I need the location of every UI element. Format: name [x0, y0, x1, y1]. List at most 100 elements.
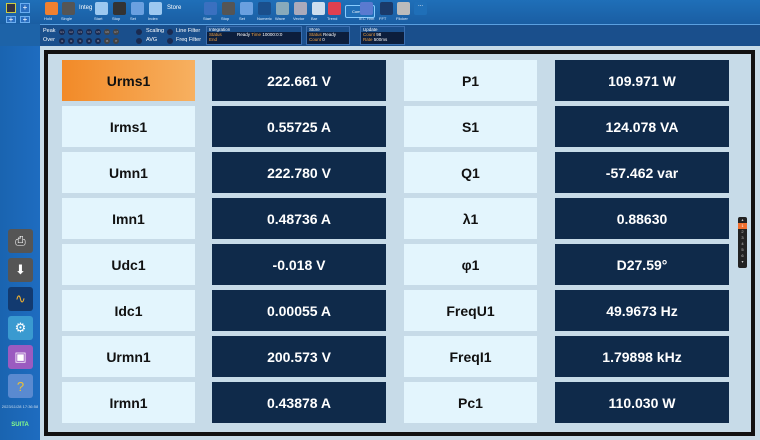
measurement-label[interactable]: Irmn1: [62, 382, 195, 423]
toolbar-button-label: Hold: [44, 16, 53, 21]
page-item[interactable]: 4: [741, 241, 744, 246]
store-status: Ready: [323, 32, 337, 37]
measurement-label[interactable]: Irms1: [62, 106, 195, 147]
single-button[interactable]: [62, 2, 75, 15]
measurement-label[interactable]: Idc1: [62, 290, 195, 331]
gear-icon[interactable]: ⚙: [8, 316, 33, 340]
channel-indicator: U2: [68, 29, 74, 35]
avg-indicator[interactable]: [136, 38, 142, 44]
--button[interactable]: ...: [414, 2, 427, 15]
peak-label: Peak: [43, 28, 56, 34]
measurement-panel: Urms1 222.661 V P1 109.971 W Irms1 0.55725 A S…: [44, 50, 755, 436]
measurement-label[interactable]: Udc1: [62, 244, 195, 285]
datetime: 2023/11/28 17:36:58: [1, 404, 39, 409]
freq-filter-label[interactable]: Freq Filter: [176, 37, 202, 43]
line-filter-label[interactable]: Line Filter: [176, 28, 201, 34]
measurement-value: 49.9673 Hz: [555, 290, 729, 331]
measurement-label[interactable]: Urms1: [62, 60, 195, 101]
page-item[interactable]: 5: [741, 247, 744, 252]
add-icon[interactable]: +: [6, 16, 16, 24]
label: Time: [251, 32, 262, 37]
measurement-value: 124.078 VA: [555, 106, 729, 147]
hold-button[interactable]: [45, 2, 58, 15]
label: Status: [309, 32, 322, 37]
measurement-label[interactable]: P1: [404, 60, 537, 101]
iec-hrm-button[interactable]: [360, 2, 373, 15]
screenshot-icon[interactable]: ▣: [8, 345, 33, 369]
update-rate: 500ms: [373, 37, 388, 42]
start-button[interactable]: [95, 2, 108, 15]
measurement-label[interactable]: Umn1: [62, 152, 195, 193]
trend-button[interactable]: [328, 2, 341, 15]
measurement-value: 1.79898 kHz: [555, 336, 729, 377]
measurement-label[interactable]: FreqU1: [404, 290, 537, 331]
measurement-label[interactable]: Urmn1: [62, 336, 195, 377]
toolbar-button-label: Trend: [327, 16, 338, 21]
measurement-value: -57.462 var: [555, 152, 729, 193]
scaling-indicator[interactable]: [136, 29, 142, 35]
store-group-label: Store: [167, 5, 182, 11]
sidebar: ⎙ ⬇ ∿ ⚙ ▣ ? 2023/11/28 17:36:58 SUITA: [0, 46, 40, 440]
line-filter-indicator[interactable]: [167, 29, 173, 35]
measurement-label[interactable]: Q1: [404, 152, 537, 193]
measurement-value: 222.780 V: [212, 152, 386, 193]
measurement-label[interactable]: FreqI1: [404, 336, 537, 377]
channel-indicator: I7: [113, 38, 119, 44]
bar-button[interactable]: [312, 2, 325, 15]
page-item[interactable]: 2: [741, 229, 744, 234]
flicker-button[interactable]: [397, 2, 410, 15]
measurement-label[interactable]: Imn1: [62, 198, 195, 239]
toolbar-button-label: Bar: [311, 16, 318, 21]
page-up-icon[interactable]: ▴: [741, 217, 744, 222]
print-icon[interactable]: ⎙: [8, 229, 33, 253]
page-item[interactable]: 6: [741, 253, 744, 258]
stop-button[interactable]: [113, 2, 126, 15]
integration-time: 10000:0:0: [262, 32, 283, 37]
page-down-icon[interactable]: ▾: [741, 259, 744, 264]
vector-button[interactable]: [294, 2, 307, 15]
window-icon[interactable]: [6, 3, 16, 13]
index-button[interactable]: [149, 2, 162, 15]
freq-filter-indicator[interactable]: [167, 38, 173, 44]
numeric-button[interactable]: [258, 2, 271, 15]
set-button[interactable]: [131, 2, 144, 15]
measurement-value: 0.00055 A: [212, 290, 386, 331]
channel-indicator: U1: [59, 29, 65, 35]
page-item[interactable]: 3: [741, 235, 744, 240]
help-icon[interactable]: ?: [8, 374, 33, 398]
page-indicator[interactable]: ▴ 1 2 3 4 5 6 ▾: [738, 217, 747, 268]
start-button[interactable]: [204, 2, 217, 15]
stop-button[interactable]: [222, 2, 235, 15]
channel-indicator: U7: [113, 29, 119, 35]
add-icon[interactable]: +: [20, 3, 30, 13]
scaling-label[interactable]: Scaling: [146, 28, 165, 34]
waveform-settings-icon[interactable]: ∿: [8, 287, 33, 311]
toolbar-button-label: Set: [239, 16, 246, 21]
main-area: Urms1 222.661 V P1 109.971 W Irms1 0.55725 A S…: [40, 46, 760, 440]
avg-label[interactable]: AVG: [146, 37, 158, 43]
toolbar-button-label: Start: [94, 16, 103, 21]
add-icon[interactable]: +: [20, 16, 30, 24]
set-button[interactable]: [240, 2, 253, 15]
page-item[interactable]: 1: [738, 223, 747, 229]
toolbar: + + + Hold Single Start Stop Set Index Start St…: [0, 0, 760, 24]
label: Rate: [363, 37, 373, 42]
toolbar-button-label: Flicker: [396, 16, 408, 21]
wave-button[interactable]: [276, 2, 289, 15]
toolbar-button-label: Stop: [221, 16, 230, 21]
measurement-label[interactable]: Pc1: [404, 382, 537, 423]
fft-button[interactable]: [380, 2, 393, 15]
store-title: Store: [307, 27, 349, 32]
measurement-value: D27.59°: [555, 244, 729, 285]
save-icon[interactable]: ⬇: [8, 258, 33, 282]
measurement-label[interactable]: φ1: [404, 244, 537, 285]
measurement-value: -0.018 V: [212, 244, 386, 285]
integration-box: Integration Status Ready Time 10000:0:0 …: [206, 26, 302, 45]
measurement-label[interactable]: λ1: [404, 198, 537, 239]
store-box: Store Status Ready Count 0: [306, 26, 350, 45]
over-label: Over: [43, 37, 55, 43]
toolbar-button-label: Vector: [293, 16, 305, 21]
toolbar-button-label: Numeric: [257, 16, 272, 21]
channel-indicator: I4: [86, 38, 92, 44]
measurement-label[interactable]: S1: [404, 106, 537, 147]
